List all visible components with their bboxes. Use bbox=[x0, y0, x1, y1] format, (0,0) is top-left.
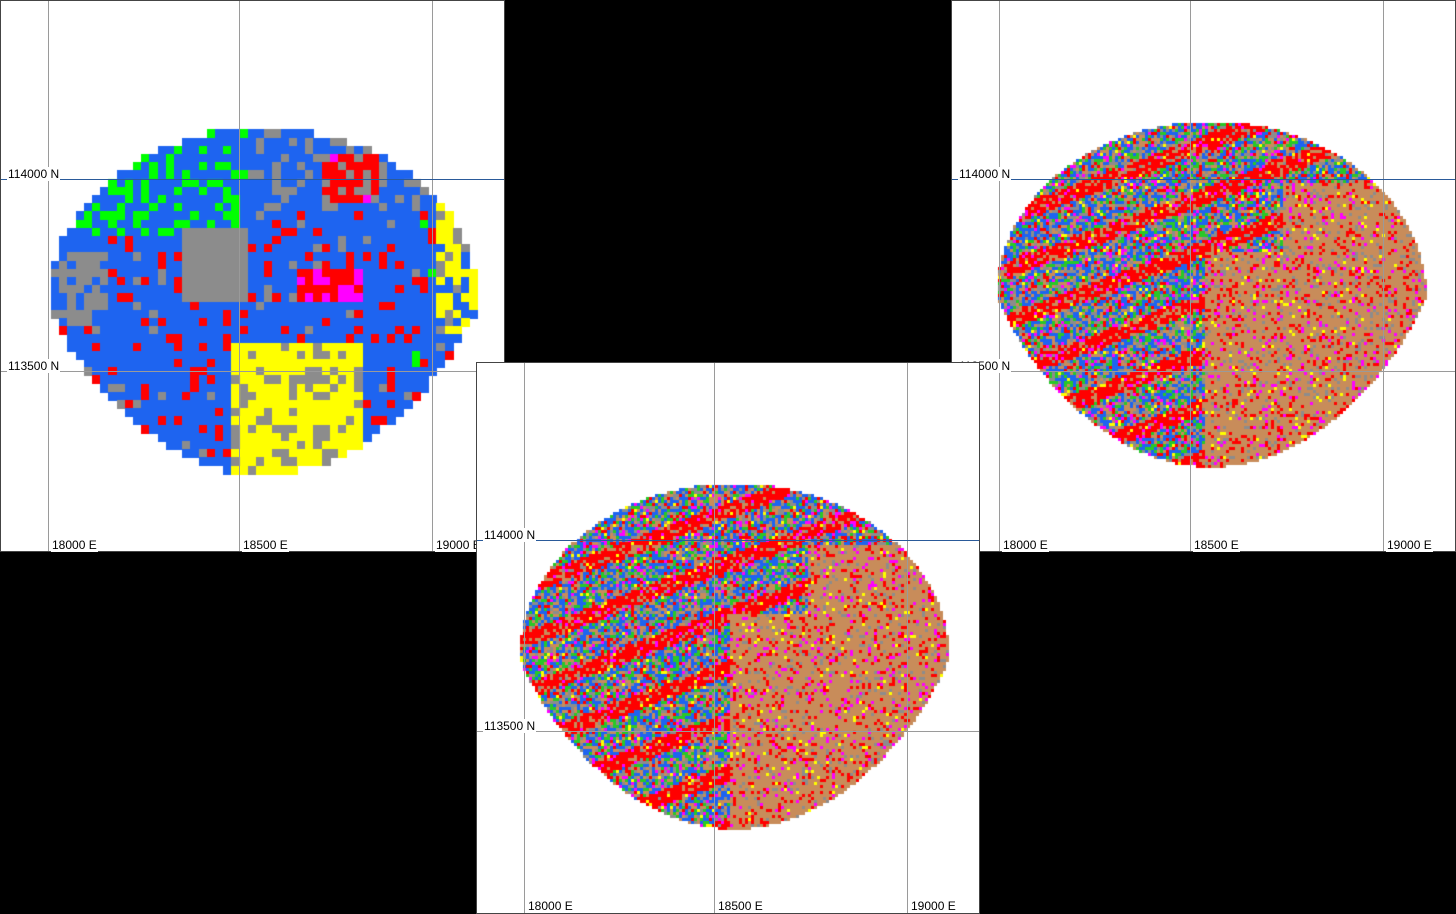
gridline-114000n bbox=[952, 179, 1455, 180]
gridline-18500e bbox=[714, 363, 715, 913]
gridline-19000e bbox=[1383, 1, 1384, 551]
y-label-114000n: 114000 N bbox=[7, 167, 61, 181]
gridline-114000n bbox=[477, 540, 979, 541]
gridline-113500n bbox=[952, 371, 1455, 372]
y-label-113500n: 113500 N bbox=[483, 719, 537, 733]
gridline-19000e bbox=[432, 1, 433, 551]
x-label-18500e: 18500 E bbox=[1193, 538, 1240, 552]
y-label-113500n: 113500 N bbox=[7, 359, 61, 373]
x-label-19000e: 19000 E bbox=[1386, 538, 1433, 552]
category-map-coarse bbox=[1, 1, 504, 551]
y-label-114000n: 114000 N bbox=[483, 528, 537, 542]
gridline-113500n bbox=[1, 371, 504, 372]
map-panel-coarse: 114000 N 113500 N 18000 E 18500 E 19000 … bbox=[0, 0, 505, 552]
gridline-18500e bbox=[1190, 1, 1191, 551]
x-label-18500e: 18500 E bbox=[717, 899, 764, 913]
category-map-realization-b bbox=[477, 363, 979, 913]
y-label-114000n: 114000 N bbox=[958, 167, 1012, 181]
gridline-18000e bbox=[524, 363, 525, 913]
category-map-realization-a bbox=[952, 1, 1455, 551]
gridline-18000e bbox=[48, 1, 49, 551]
map-panel-realization-b: 114000 N 113500 N 18000 E 18500 E 19000 … bbox=[476, 362, 980, 914]
x-label-19000e: 19000 E bbox=[910, 899, 957, 913]
x-label-18000e: 18000 E bbox=[51, 538, 98, 552]
x-label-18500e: 18500 E bbox=[242, 538, 289, 552]
gridline-19000e bbox=[907, 363, 908, 913]
gridline-114000n bbox=[1, 179, 504, 180]
x-label-18000e: 18000 E bbox=[1002, 538, 1049, 552]
gridline-18500e bbox=[239, 1, 240, 551]
gridline-113500n bbox=[477, 731, 979, 732]
gridline-18000e bbox=[999, 1, 1000, 551]
map-panel-realization-a: 114000 N 113500 N 18000 E 18500 E 19000 … bbox=[951, 0, 1456, 552]
x-label-18000e: 18000 E bbox=[527, 899, 574, 913]
